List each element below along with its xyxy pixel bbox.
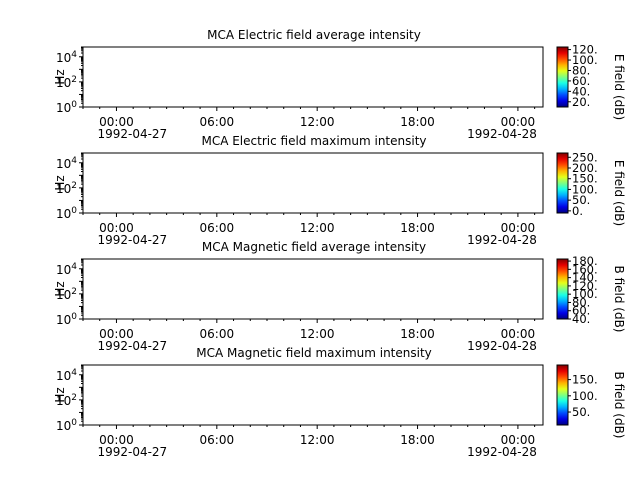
colorbar-tick-label: 150.	[572, 172, 598, 186]
colorbar-tick-label: 60.	[572, 304, 590, 318]
panel-4: MCA Magnetic field maximum intensityHz10…	[53, 346, 626, 459]
y-tick-label: 102	[56, 287, 77, 302]
y-tick-label: 100	[56, 312, 77, 327]
colorbar-tick-label: 100.	[572, 182, 598, 196]
x-tick-label: 18:00	[400, 433, 435, 447]
date-label-left: 1992-04-27	[97, 339, 167, 353]
colorbar-tick-label: 150.	[572, 373, 598, 387]
date-label-right: 1992-04-28	[467, 127, 537, 141]
axes-frame	[82, 46, 544, 108]
x-tick-label: 06:00	[200, 115, 235, 129]
colorbar-tick-label: 120.	[572, 43, 598, 57]
colorbar-tick-label: 50.	[572, 405, 590, 419]
colorbar-tick-label: 40.	[572, 312, 590, 326]
colorbar-tick-label: 0.	[572, 204, 583, 218]
panel-title: MCA Electric field maximum intensity	[201, 134, 426, 148]
panel-title: MCA Electric field average intensity	[207, 28, 421, 42]
x-tick-label: 00:00	[99, 327, 134, 341]
x-tick-label: 06:00	[200, 327, 235, 341]
colorbar: 0.50.100.150.200.250. E field (dB)	[556, 150, 626, 226]
y-axis-label: Hz	[53, 69, 67, 84]
colorbar-tick-label: 180.	[572, 254, 598, 268]
panel-2: MCA Electric field maximum intensityHz10…	[53, 134, 626, 247]
panel-title: MCA Magnetic field maximum intensity	[196, 346, 432, 360]
y-axis-label: Hz	[53, 175, 67, 190]
axes-frame	[82, 152, 544, 214]
colorbar-tick-label: 140.	[572, 271, 598, 285]
date-label-right: 1992-04-28	[467, 339, 537, 353]
x-tick-label: 00:00	[99, 221, 134, 235]
y-tick-label: 104	[56, 262, 77, 277]
x-tick-label: 12:00	[300, 433, 335, 447]
x-tick-label: 06:00	[200, 221, 235, 235]
x-tick-label: 00:00	[501, 327, 536, 341]
colorbar-label: B field (dB)	[612, 266, 626, 333]
x-tick-label: 18:00	[400, 115, 435, 129]
colorbar-tick-label: 100.	[572, 53, 598, 67]
y-axis-label: Hz	[53, 387, 67, 402]
y-axis-label: Hz	[53, 281, 67, 296]
x-tick-label: 18:00	[400, 221, 435, 235]
date-label-left: 1992-04-27	[97, 127, 167, 141]
panel-1: MCA Electric field average intensityHz10…	[53, 28, 626, 141]
colorbar-label: E field (dB)	[612, 160, 626, 226]
colorbar: 20.40.60.80.100.120. E field (dB)	[556, 43, 626, 120]
y-tick-label: 104	[56, 156, 77, 171]
x-tick-label: 18:00	[400, 327, 435, 341]
panel-title: MCA Magnetic field average intensity	[202, 240, 426, 254]
colorbar-gradient	[556, 364, 569, 426]
colorbar-tick-label: 60.	[572, 74, 590, 88]
x-tick-label: 12:00	[300, 115, 335, 129]
x-tick-label: 12:00	[300, 221, 335, 235]
y-tick-label: 104	[56, 50, 77, 65]
colorbar-tick-label: 100.	[572, 287, 598, 301]
colorbar-tick-label: 80.	[572, 295, 590, 309]
x-tick-label: 00:00	[501, 115, 536, 129]
colorbar: 50. 100. 150. B field (dB)	[556, 364, 626, 439]
colorbar-tick-label: 20.	[572, 95, 590, 109]
date-label-right: 1992-04-28	[467, 445, 537, 459]
colorbar-gradient	[556, 46, 569, 108]
y-tick-label: 100	[56, 100, 77, 115]
date-label-right: 1992-04-28	[467, 233, 537, 247]
y-tick-label: 104	[56, 368, 77, 383]
colorbar-tick-label: 50.	[572, 193, 590, 207]
date-label-left: 1992-04-27	[97, 233, 167, 247]
x-tick-label: 00:00	[99, 115, 134, 129]
panel-3: MCA Magnetic field average intensityHz10…	[53, 240, 626, 353]
x-tick-label: 12:00	[300, 327, 335, 341]
x-tick-label: 00:00	[99, 433, 134, 447]
y-tick-label: 100	[56, 206, 77, 221]
colorbar-label: B field (dB)	[612, 372, 626, 439]
y-tick-label: 102	[56, 181, 77, 196]
colorbar-tick-label: 200.	[572, 161, 598, 175]
colorbar-tick-label: 120.	[572, 279, 598, 293]
x-tick-label: 00:00	[501, 433, 536, 447]
colorbar-gradient	[556, 258, 569, 320]
colorbar: 40.60.80.100.120.140.160.180. B field (dB…	[556, 254, 626, 333]
colorbar-tick-label: 40.	[572, 84, 590, 98]
colorbar-tick-label: 160.	[572, 262, 598, 276]
colorbar-tick-label: 100.	[572, 389, 598, 403]
colorbar-tick-label: 80.	[572, 63, 590, 77]
y-tick-label: 100	[56, 418, 77, 433]
colorbar-gradient	[556, 152, 569, 214]
axes-frame	[82, 258, 544, 320]
date-label-left: 1992-04-27	[97, 445, 167, 459]
colorbar-label: E field (dB)	[612, 54, 626, 120]
axes-frame	[82, 364, 544, 426]
y-tick-label: 102	[56, 393, 77, 408]
y-tick-label: 102	[56, 75, 77, 90]
colorbar-tick-label: 250.	[572, 150, 598, 164]
x-tick-label: 00:00	[501, 221, 536, 235]
x-tick-label: 06:00	[200, 433, 235, 447]
